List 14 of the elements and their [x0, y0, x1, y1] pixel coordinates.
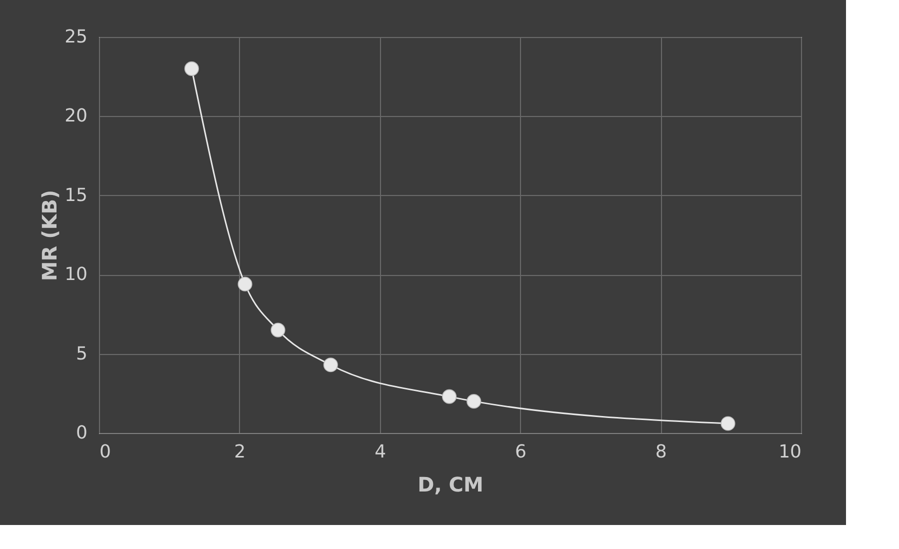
y-tick-label: 5: [76, 343, 88, 364]
x-tick-label: 6: [514, 442, 526, 462]
x-tick-label: 10: [778, 442, 802, 462]
x-axis-title: D, CM: [418, 472, 484, 496]
y-tick-label: 10: [64, 264, 88, 286]
y-tick-label: 20: [64, 106, 88, 127]
y-axis-title: MR (KB): [38, 190, 62, 282]
y-tick-label: 15: [64, 184, 88, 206]
x-tick-label: 4: [374, 442, 386, 462]
x-tick-label: 8: [655, 442, 667, 462]
y-tick-label: 0: [76, 422, 88, 444]
x-tick-label: 2: [234, 442, 246, 462]
y-tick-label: 25: [64, 26, 88, 48]
x-tick-label: 0: [100, 442, 111, 462]
